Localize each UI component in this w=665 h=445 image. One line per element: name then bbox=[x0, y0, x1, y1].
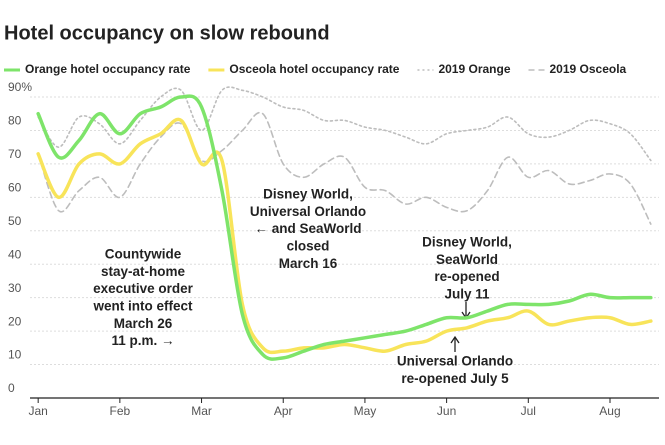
y-tick-label: 20 bbox=[8, 314, 22, 328]
annotation: executive order bbox=[93, 281, 194, 296]
series-line bbox=[36, 117, 653, 355]
y-tick-label: 70 bbox=[8, 147, 22, 161]
x-tick-label: Jun bbox=[437, 404, 456, 418]
x-tick-label: Jan bbox=[28, 404, 47, 418]
annotation: Disney World, bbox=[263, 187, 353, 202]
x-tick-label: May bbox=[354, 404, 377, 418]
annotation: March 26 bbox=[114, 316, 173, 331]
legend-label: 2019 Osceola bbox=[550, 62, 627, 76]
y-tick-label: 80 bbox=[8, 114, 22, 128]
annotation: SeaWorld bbox=[436, 252, 498, 267]
legend-label: Osceola hotel occupancy rate bbox=[229, 62, 399, 76]
annotation: March 16 bbox=[279, 256, 338, 271]
annotation: Universal Orlando bbox=[397, 354, 513, 369]
series-line bbox=[37, 86, 652, 162]
x-tick-label: Mar bbox=[191, 404, 212, 418]
series-line bbox=[36, 94, 653, 361]
annotation: re-opened July 5 bbox=[401, 371, 509, 386]
annotation: Disney World, bbox=[422, 235, 512, 250]
y-tick-label: 0 bbox=[8, 381, 15, 395]
y-tick-label: 30 bbox=[8, 281, 22, 295]
chart-title: Hotel occupancy on slow rebound bbox=[4, 22, 330, 44]
annotation: closed bbox=[287, 238, 330, 253]
annotation: stay-at-home bbox=[101, 264, 186, 279]
annotation: July 11 bbox=[444, 286, 490, 301]
y-tick-label: 60 bbox=[8, 181, 22, 195]
annotation: 11 p.m. → bbox=[111, 333, 174, 348]
arrow-head bbox=[450, 335, 460, 344]
annotation: went into effect bbox=[92, 298, 193, 313]
y-tick-label: 40 bbox=[8, 247, 22, 261]
y-tick-label: 50 bbox=[8, 214, 22, 228]
y-tick-label: 10 bbox=[8, 348, 22, 362]
annotation: Universal Orlando bbox=[250, 204, 366, 219]
legend-label: 2019 Orange bbox=[438, 62, 510, 76]
x-tick-label: Feb bbox=[110, 404, 131, 418]
legend-label: Orange hotel occupancy rate bbox=[25, 62, 191, 76]
x-tick-label: Aug bbox=[599, 404, 620, 418]
x-tick-label: Jul bbox=[521, 404, 536, 418]
annotation: Countywide bbox=[105, 247, 182, 262]
annotation: ← and SeaWorld bbox=[254, 221, 361, 236]
x-tick-label: Apr bbox=[274, 404, 293, 418]
y-tick-label: 90% bbox=[8, 80, 32, 94]
annotation: re-opened bbox=[434, 269, 499, 284]
series-line bbox=[37, 111, 652, 225]
